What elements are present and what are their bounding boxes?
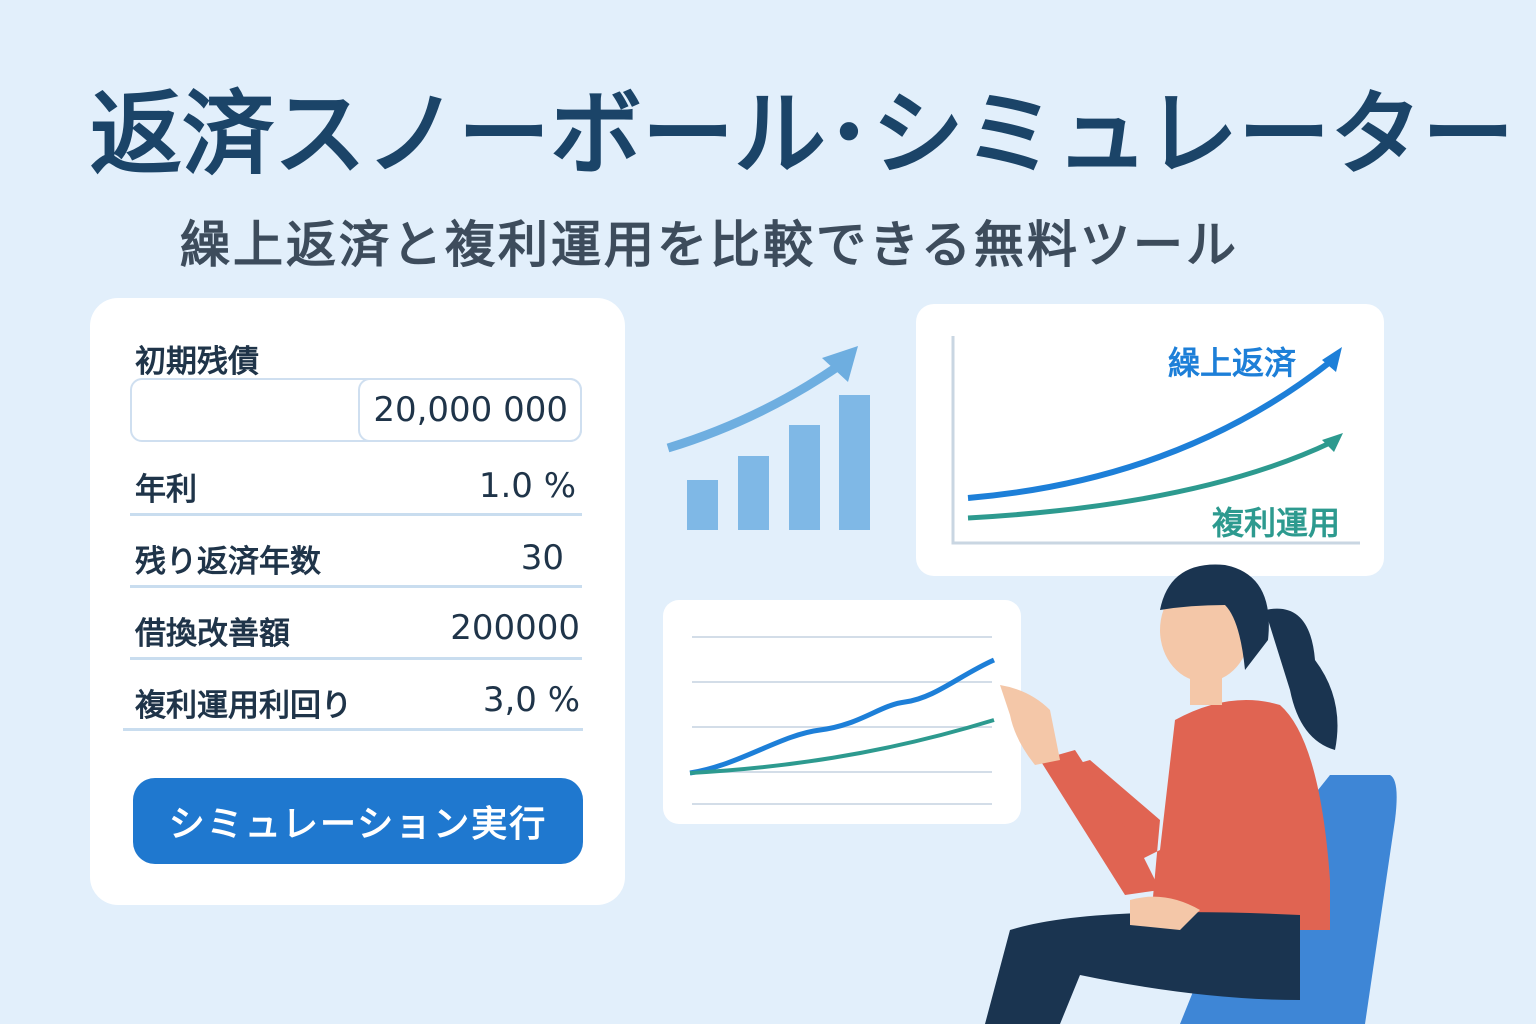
divider [130,585,582,588]
page-title: 返済スノーボール･シミュレーター [90,81,1515,188]
legs [985,912,1300,1024]
divider [130,657,582,660]
series-label-prepayment: 繰上返済 [1168,344,1297,382]
resting-hand [1130,896,1200,930]
line-chart-card [663,600,1021,824]
bar [738,456,769,530]
field-label-annual-rate: 年利 [135,472,197,508]
line-series-2 [689,718,995,775]
series-label-investment: 複利運用 [1212,504,1341,542]
comparison-chart-card [916,304,1384,576]
remaining-years-value[interactable]: 30 [520,538,564,578]
person-illustration [985,564,1397,1024]
field-label-remaining-years: 残り返済年数 [135,544,321,580]
trend-arrow [666,361,843,453]
bar [687,480,718,530]
run-simulation-button[interactable]: シミュレーション実行 [133,778,583,864]
annual-rate-value[interactable]: 1.0 % [478,466,576,506]
arm [1040,750,1160,895]
hand [1000,685,1060,765]
initial-debt-value[interactable]: 20,000 000 [373,390,568,430]
field-label-investment-yield: 複利運用利回り [135,688,352,724]
divider [123,728,583,731]
field-label-initial-debt: 初期残債 [135,344,259,380]
line-series-1 [689,657,996,776]
investment-yield-value[interactable]: 3,0 % [482,680,580,720]
body-shirt [1055,700,1330,930]
bar-chart-icon [666,346,870,530]
bar [839,395,870,530]
refinance-improvement-value[interactable]: 200000 [450,608,580,648]
field-label-refinance-improvement: 借換改善額 [135,616,290,652]
series-line-investment [967,439,1334,521]
hair [1160,564,1269,670]
divider [130,513,582,516]
trend-arrow-head [822,346,858,382]
arrow-head [1322,347,1342,372]
ponytail [1265,608,1338,750]
chart-axes [951,336,1360,545]
simulator-form: 初期残債 20,000 000 年利 1.0 % 残り返済年数 30 借換改善額… [90,298,625,905]
bar [789,425,820,530]
page-subtitle: 繰上返済と複利運用を比較できる無料ツール [180,216,1239,274]
series-line-prepayment [967,359,1332,501]
arrow-head [1322,433,1343,452]
initial-debt-input[interactable] [358,378,582,442]
